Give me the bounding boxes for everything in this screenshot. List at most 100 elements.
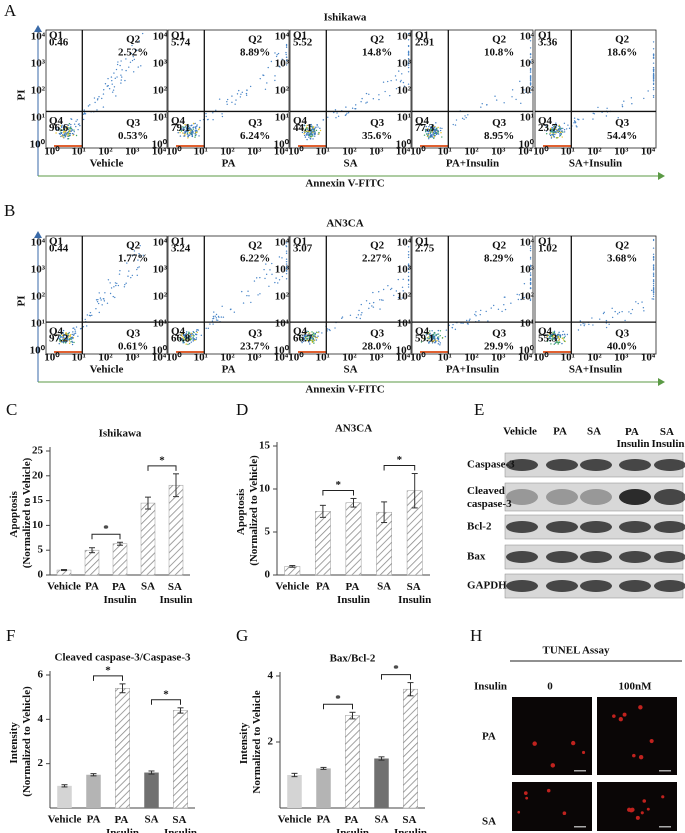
event-dot bbox=[652, 258, 655, 261]
event-dot bbox=[71, 333, 73, 336]
event-dot bbox=[394, 75, 397, 77]
event-dot bbox=[305, 335, 307, 337]
bar bbox=[345, 715, 360, 809]
event-dot bbox=[515, 98, 517, 101]
error-bar bbox=[349, 711, 356, 720]
event-dot bbox=[86, 314, 89, 316]
flow-x-tick-label: 10¹ bbox=[194, 352, 208, 364]
tunel-signal bbox=[635, 815, 640, 820]
event-dot bbox=[309, 131, 312, 133]
event-dot bbox=[558, 339, 560, 342]
flow-y-tick-label: 10² bbox=[31, 85, 46, 97]
error-bar bbox=[407, 682, 414, 697]
event-dot bbox=[492, 304, 495, 307]
event-dot bbox=[82, 118, 85, 121]
event-dot bbox=[603, 311, 605, 314]
event-dot bbox=[106, 85, 109, 87]
event-dot bbox=[305, 128, 308, 130]
event-dot bbox=[652, 279, 655, 281]
quadrant-value: 44.1 bbox=[293, 122, 312, 134]
quadrant-value: 5.74 bbox=[171, 37, 191, 49]
event-dot bbox=[75, 134, 78, 137]
event-dot bbox=[63, 338, 66, 341]
event-dot bbox=[557, 337, 559, 339]
event-dot bbox=[270, 60, 273, 63]
event-dot bbox=[433, 128, 436, 130]
event-dot bbox=[265, 263, 267, 265]
event-dot bbox=[466, 322, 469, 325]
event-dot bbox=[555, 124, 558, 126]
quadrant-name: Q3 bbox=[615, 328, 630, 340]
event-dot bbox=[563, 122, 566, 125]
event-dot bbox=[187, 337, 190, 340]
event-dot bbox=[63, 333, 65, 336]
event-dot bbox=[437, 339, 440, 341]
event-dot bbox=[336, 112, 338, 114]
event-dot bbox=[271, 273, 273, 276]
event-dot bbox=[529, 79, 532, 81]
flow-x-tick-label: 10⁰ bbox=[533, 146, 549, 158]
event-dot bbox=[553, 129, 556, 132]
blot-column-label: PA bbox=[553, 426, 567, 438]
event-dot bbox=[328, 328, 331, 331]
event-cloud bbox=[299, 246, 410, 345]
event-dot bbox=[72, 134, 74, 136]
event-dot bbox=[597, 106, 599, 109]
event-dot bbox=[321, 332, 323, 334]
event-dot bbox=[490, 307, 492, 309]
event-dot bbox=[306, 339, 309, 342]
event-dot bbox=[226, 98, 229, 101]
event-dot bbox=[264, 277, 266, 280]
event-dot bbox=[618, 311, 621, 314]
event-dot bbox=[426, 337, 429, 339]
event-dot bbox=[433, 334, 435, 336]
error-bar bbox=[61, 784, 68, 788]
event-dot bbox=[285, 278, 288, 280]
quadrant-value: 2.75 bbox=[415, 243, 435, 255]
blot-column-label: SA bbox=[587, 426, 601, 438]
event-dot bbox=[554, 131, 556, 133]
quadrant-value: 59.1 bbox=[415, 333, 434, 345]
quadrant-value: 1.02 bbox=[538, 243, 558, 255]
flow-y-tick-label: 10¹ bbox=[153, 112, 167, 124]
event-dot bbox=[190, 338, 193, 340]
event-dot bbox=[65, 332, 67, 334]
flow-x-tick-label: 10¹ bbox=[316, 146, 330, 158]
event-dot bbox=[187, 332, 190, 335]
event-cloud bbox=[179, 242, 288, 346]
blot-band bbox=[506, 551, 538, 563]
error-bar bbox=[148, 770, 155, 775]
event-dot bbox=[104, 292, 106, 294]
event-dot bbox=[242, 302, 245, 304]
quadrant-name: Q1 bbox=[49, 30, 63, 42]
quadrant-name: Q3 bbox=[492, 328, 507, 340]
event-dot bbox=[546, 340, 549, 342]
event-dot bbox=[407, 256, 410, 259]
event-dot bbox=[652, 77, 655, 80]
event-dot bbox=[70, 336, 72, 339]
event-dot bbox=[128, 270, 130, 272]
event-dot bbox=[313, 339, 316, 341]
event-dot bbox=[285, 46, 288, 49]
event-dot bbox=[82, 326, 85, 328]
event-dot bbox=[71, 343, 74, 346]
event-dot bbox=[652, 291, 655, 294]
event-dot bbox=[407, 271, 410, 274]
flow-x-tick-label: 10⁰ bbox=[166, 352, 182, 364]
x-tick-label: PA Insulin bbox=[337, 581, 370, 606]
significance-bracket bbox=[322, 489, 354, 496]
event-dot bbox=[439, 342, 442, 344]
event-dot bbox=[233, 311, 236, 313]
event-dot bbox=[549, 134, 552, 137]
bar bbox=[168, 484, 184, 576]
event-dot bbox=[602, 312, 605, 315]
significance-bracket bbox=[323, 703, 353, 710]
event-dot bbox=[190, 332, 192, 335]
event-dot bbox=[307, 133, 309, 136]
event-dot bbox=[553, 343, 555, 345]
event-dot bbox=[431, 336, 433, 338]
event-dot bbox=[467, 114, 469, 116]
event-dot bbox=[430, 129, 433, 131]
flow-y-tick-label: 10¹ bbox=[275, 112, 289, 124]
event-dot bbox=[66, 334, 68, 336]
